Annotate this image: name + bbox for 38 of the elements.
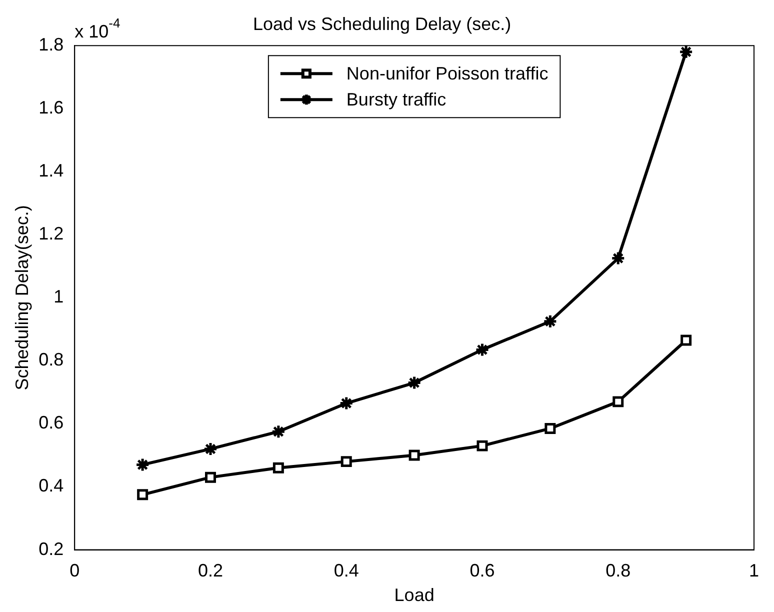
- point: [610, 251, 626, 266]
- y-axis-title: Scheduling Delay(sec.): [12, 205, 32, 390]
- point: [680, 334, 692, 346]
- x-tick-label: 0.6: [470, 560, 495, 581]
- point: [339, 396, 354, 411]
- y-tick-label: 0.2: [38, 538, 64, 559]
- chart-title: Load vs Scheduling Delay (sec.): [252, 14, 512, 34]
- point: [678, 46, 694, 60]
- point: [544, 422, 556, 434]
- y-tick-label: 1.4: [38, 160, 64, 181]
- point: [612, 396, 624, 408]
- y-tick-label: 1.8: [38, 34, 64, 55]
- legend-label: Bursty traffic: [346, 90, 446, 110]
- x-tick-label: 0: [70, 560, 80, 581]
- y-tick-label: 1.6: [38, 98, 64, 118]
- y-tick-label: 0.8: [38, 350, 64, 370]
- point: [407, 376, 422, 390]
- x-axis-title: Load: [394, 585, 434, 606]
- y-tick-label: 0.4: [38, 476, 64, 496]
- x-tick-label: 0.2: [198, 560, 224, 581]
- x-tick-label: 1: [748, 560, 760, 581]
- point: [205, 472, 216, 483]
- y-tick-label: 0.6: [38, 412, 64, 433]
- point: [340, 456, 352, 468]
- point: [408, 450, 420, 461]
- point: [475, 342, 490, 357]
- point: [203, 442, 218, 456]
- x-tick-label: 0.4: [334, 560, 359, 581]
- point: [476, 440, 488, 452]
- point: [137, 489, 148, 500]
- x-tick-label: 0.8: [606, 560, 631, 581]
- legend-label: Non-unifor Poisson traffic: [346, 64, 548, 84]
- y-tick-label: 1.2: [38, 224, 64, 244]
- y-tick-label: 1: [54, 286, 64, 307]
- point: [542, 314, 558, 329]
- point: [271, 424, 286, 439]
- point: [135, 457, 150, 472]
- point: [272, 462, 284, 474]
